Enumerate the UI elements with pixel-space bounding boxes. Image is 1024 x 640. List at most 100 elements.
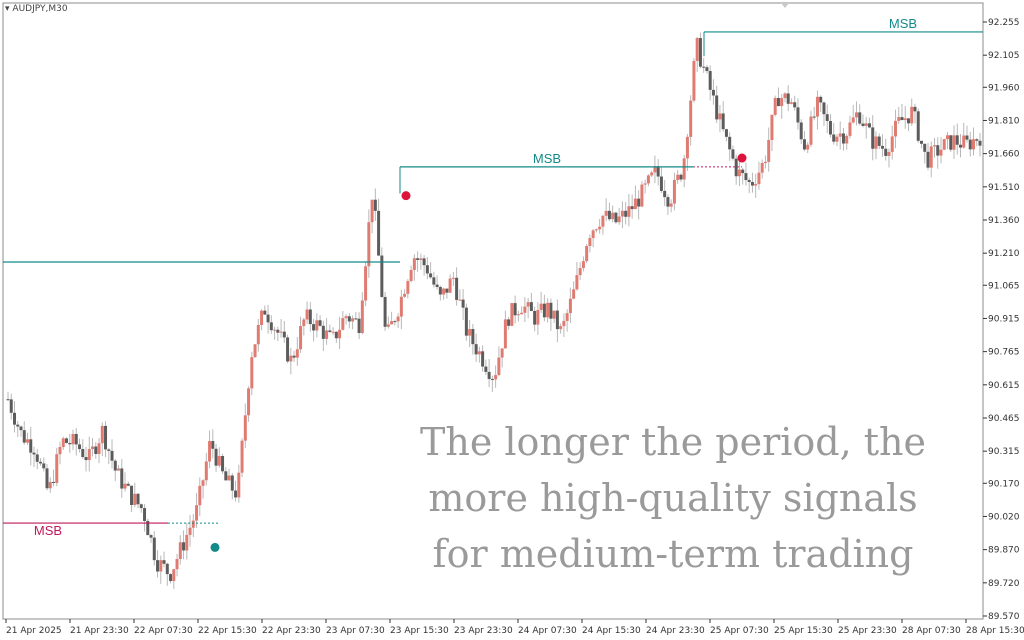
candle-body <box>484 366 488 372</box>
msb-label: MSB <box>889 16 917 31</box>
candle-body <box>126 483 130 486</box>
candle-body <box>513 303 517 316</box>
triangle-down-icon[interactable]: ▾ <box>5 4 10 14</box>
symbol-title[interactable]: ▾ AUDJPY,M30 <box>5 4 68 14</box>
y-tick-label: 91.960 <box>988 83 1020 93</box>
y-tick-label: 90.020 <box>988 512 1020 522</box>
candle-body <box>227 475 231 481</box>
candle-body <box>929 146 933 168</box>
candle-body <box>211 441 215 449</box>
candle-body <box>55 454 59 483</box>
candle-body <box>474 344 478 355</box>
plot-border <box>2 2 984 620</box>
candle-body <box>575 275 579 290</box>
candle-body <box>133 493 137 505</box>
candle-body <box>708 71 712 90</box>
y-tick-label: 92.105 <box>988 51 1020 61</box>
candle-body <box>442 288 446 295</box>
candle-body <box>572 289 576 299</box>
x-tick-label: 28 Apr 15:30 <box>966 626 1024 636</box>
candle-body <box>598 226 602 230</box>
candle-body <box>650 172 654 176</box>
x-tick-label: 24 Apr 23:30 <box>646 626 705 636</box>
candle-body <box>611 212 615 220</box>
candle-body <box>130 485 134 505</box>
candle-body <box>955 135 959 145</box>
x-tick-label: 24 Apr 15:30 <box>582 626 641 636</box>
candle-body <box>734 158 738 177</box>
candle-body <box>568 298 572 314</box>
candle-body <box>578 268 582 276</box>
candle-body <box>432 277 436 285</box>
candle-body <box>721 113 725 130</box>
candle-body <box>331 331 335 333</box>
candle-body <box>952 135 956 150</box>
candle-body <box>884 148 888 156</box>
candle-body <box>757 172 761 185</box>
candle-body <box>152 537 156 561</box>
candle-body <box>672 180 676 204</box>
candle-body <box>214 448 218 466</box>
candle-body <box>692 60 696 101</box>
candle-body <box>669 203 673 207</box>
candle-body <box>279 331 283 333</box>
candle-body <box>718 113 722 120</box>
candle-body <box>390 321 394 325</box>
candle-body <box>318 320 322 326</box>
y-tick-label: 89.570 <box>988 612 1020 622</box>
candle-body <box>162 560 166 564</box>
candle-body <box>100 425 104 444</box>
candle-body <box>208 441 212 462</box>
candle-body <box>529 302 533 311</box>
candle-body <box>819 96 823 103</box>
candle-body <box>750 181 754 186</box>
candle-body <box>52 481 56 483</box>
y-tick-label: 91.210 <box>988 249 1020 259</box>
candle-body <box>149 535 153 538</box>
candle-body <box>760 163 764 173</box>
candle-body <box>552 310 556 319</box>
candle-body <box>880 145 884 149</box>
candle-body <box>165 563 169 575</box>
candle-body <box>386 324 390 327</box>
candle-body <box>32 452 36 455</box>
candle-body <box>591 230 595 239</box>
candle-body <box>468 329 472 336</box>
signal-dot <box>401 191 411 201</box>
candle-body <box>500 348 504 358</box>
candle-body <box>455 277 459 300</box>
candle-body <box>913 106 917 112</box>
candle-body <box>373 199 377 211</box>
candle-body <box>425 265 429 274</box>
candle-body <box>354 318 358 320</box>
y-tick-label: 90.315 <box>988 447 1020 457</box>
candle-body <box>448 278 452 293</box>
candle-body <box>292 355 296 358</box>
candle-body <box>887 151 891 156</box>
candle-body <box>380 255 384 297</box>
candle-body <box>689 100 693 137</box>
candle-body <box>438 286 442 295</box>
candle-body <box>858 112 862 124</box>
candle-body <box>198 485 202 506</box>
candle-body <box>776 97 780 107</box>
candle-body <box>393 321 397 323</box>
candle-body <box>422 258 426 266</box>
candle-body <box>507 319 511 326</box>
x-tick-label: 22 Apr 07:30 <box>134 626 193 636</box>
candle-body <box>825 114 829 122</box>
candle-body <box>617 216 621 223</box>
candle-body <box>6 399 10 401</box>
candle-body <box>614 212 618 223</box>
candle-body <box>942 139 946 150</box>
y-tick-label: 90.915 <box>988 314 1020 324</box>
candle-body <box>832 134 836 142</box>
msb-label: MSB <box>34 523 62 538</box>
candle-body <box>276 329 280 333</box>
candle-body <box>286 337 290 362</box>
candle-body <box>526 302 530 307</box>
candle-body <box>224 471 228 481</box>
y-tick-label: 91.660 <box>988 150 1020 160</box>
